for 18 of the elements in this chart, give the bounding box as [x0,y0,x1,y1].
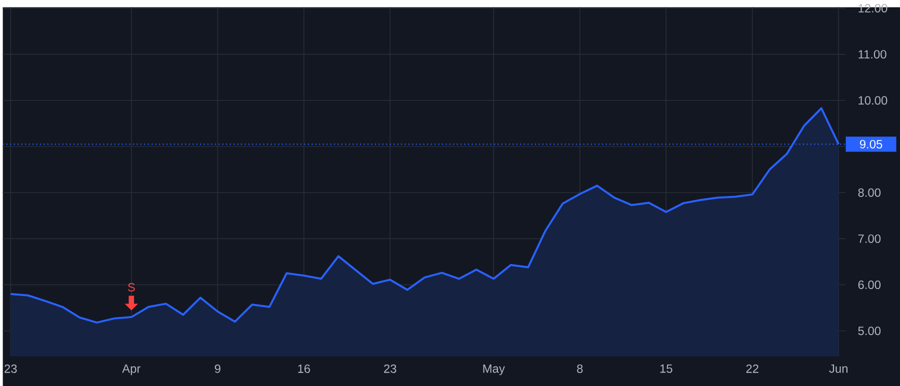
y-tick-label: 10.00 [858,96,888,105]
x-tick-label: Jun [829,364,848,373]
x-tick-label: 23 [384,364,396,373]
x-tick-label: 22 [746,364,758,373]
x-tick-label: 15 [660,364,672,373]
y-tick-label: 8.00 [858,188,881,197]
ref-line-label: 9.05 [860,140,882,148]
x-tick-label: 8 [577,364,583,373]
x-tick-label: 16 [298,364,310,373]
y-tick-label: 11.00 [858,50,886,58]
y-tick-label: 6.00 [858,280,881,289]
annotation: S [128,282,135,292]
x-tick-label: 9 [214,364,220,373]
y-tick-label: 7.00 [858,234,881,243]
x-tick-label: Apr [122,364,141,376]
x-tick-label: 23 [4,364,17,373]
y-tick-label: 5.00 [858,326,881,336]
x-tick-label: May [483,364,505,376]
